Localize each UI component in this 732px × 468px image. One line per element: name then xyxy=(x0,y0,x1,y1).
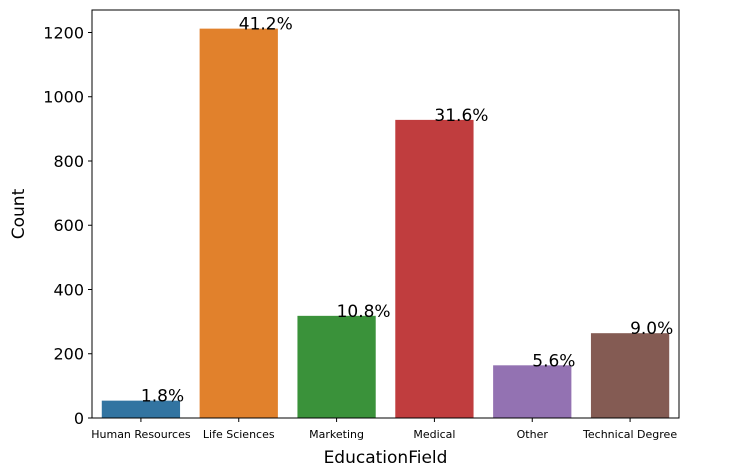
y-tick-label: 1200 xyxy=(43,23,84,42)
x-axis: Human Resources Life Sciences Marketing Med… xyxy=(91,418,677,441)
data-label: 1.8% xyxy=(141,387,184,407)
data-label: 5.6% xyxy=(532,351,575,371)
data-label: 9.0% xyxy=(630,319,673,339)
bar-life-sciences xyxy=(199,28,278,419)
bar-marketing xyxy=(297,315,376,418)
x-tick-label: Technical Degree xyxy=(582,428,677,441)
y-tick-label: 200 xyxy=(53,345,84,364)
x-tick-label: Other xyxy=(517,428,549,441)
y-tick-label: 0 xyxy=(74,409,84,428)
x-axis-label: EducationField xyxy=(324,448,448,468)
bars-group xyxy=(101,28,670,419)
x-tick-label: Life Sciences xyxy=(203,428,275,441)
y-tick-label: 1000 xyxy=(43,88,84,107)
x-tick-label: Marketing xyxy=(309,428,364,441)
y-tick-label: 400 xyxy=(53,280,84,299)
x-tick-label: Medical xyxy=(413,428,455,441)
plot-frame xyxy=(91,9,680,419)
x-tick-label: Human Resources xyxy=(91,428,191,441)
data-label: 10.8% xyxy=(337,302,391,322)
bar-other xyxy=(493,365,572,418)
y-axis: 0 200 400 600 800 1000 1200 xyxy=(43,23,92,428)
data-label: 41.2% xyxy=(239,15,293,35)
y-tick-label: 600 xyxy=(53,216,84,235)
data-label: 31.6% xyxy=(434,106,488,126)
bar-human-resources xyxy=(101,400,181,418)
bar-medical xyxy=(395,119,474,419)
bar-technical-degree xyxy=(590,333,670,418)
data-labels-group: 1.8% 41.2% 10.8% 31.6% 5.6% 9.0% xyxy=(141,15,673,407)
y-axis-label: Count xyxy=(9,188,29,239)
y-tick-label: 800 xyxy=(53,152,84,171)
